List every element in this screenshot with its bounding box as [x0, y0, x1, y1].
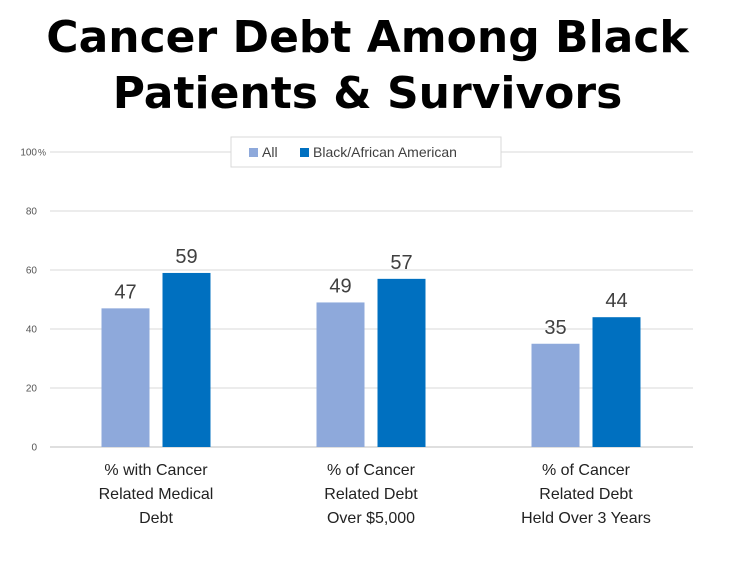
chart-title-line-2: Patients & Survivors: [112, 68, 623, 119]
category-label: Related Medical: [99, 486, 214, 503]
chart-title: Cancer Debt Among Black Patients & Survi…: [0, 10, 735, 122]
legend-swatch-black: [300, 148, 309, 157]
data-labels: 47 59 49 57 35 44: [114, 246, 627, 339]
y-tick-label: 0: [31, 443, 37, 454]
category-label: % of Cancer: [327, 462, 416, 479]
y-tick-label: 100: [20, 148, 37, 159]
bar-all-2: [531, 343, 580, 447]
category-label: % with Cancer: [104, 462, 208, 479]
legend-label-all: All: [262, 144, 278, 160]
legend-label-black: Black/African American: [313, 144, 457, 160]
category-label: Held Over 3 Years: [521, 510, 651, 527]
y-unit-label: %: [38, 148, 46, 158]
data-label: 59: [175, 246, 197, 268]
bar-all-0: [101, 308, 150, 447]
data-label: 49: [329, 275, 351, 297]
bar-black-1: [377, 278, 426, 447]
bar-black-2: [592, 317, 641, 447]
gridlines: [50, 151, 693, 448]
bar-all-1: [316, 302, 365, 447]
data-label: 47: [114, 281, 136, 303]
y-tick-label: 80: [26, 207, 38, 218]
legend: All Black/African American: [230, 136, 502, 168]
category-label: Over $5,000: [327, 510, 415, 527]
category-label: Related Debt: [324, 486, 418, 503]
y-tick-label: 40: [26, 325, 38, 336]
category-label: % of Cancer: [542, 462, 631, 479]
y-tick-label: 60: [26, 266, 38, 277]
legend-box: [230, 136, 502, 168]
data-label: 57: [390, 252, 412, 274]
legend-swatch-all: [249, 148, 258, 157]
chart-title-line-1: Cancer Debt Among Black: [46, 12, 689, 63]
x-axis-categories: % with Cancer Related Medical Debt % of Can…: [99, 462, 651, 527]
bars: [101, 272, 641, 447]
data-label: 44: [605, 290, 627, 312]
bar-black-0: [162, 272, 211, 447]
y-axis-ticks: 0 20 40 60 80 100%: [20, 148, 46, 454]
data-label: 35: [544, 317, 566, 339]
y-tick-label: 20: [26, 384, 38, 395]
category-label: Related Debt: [539, 486, 633, 503]
category-label: Debt: [139, 510, 173, 527]
